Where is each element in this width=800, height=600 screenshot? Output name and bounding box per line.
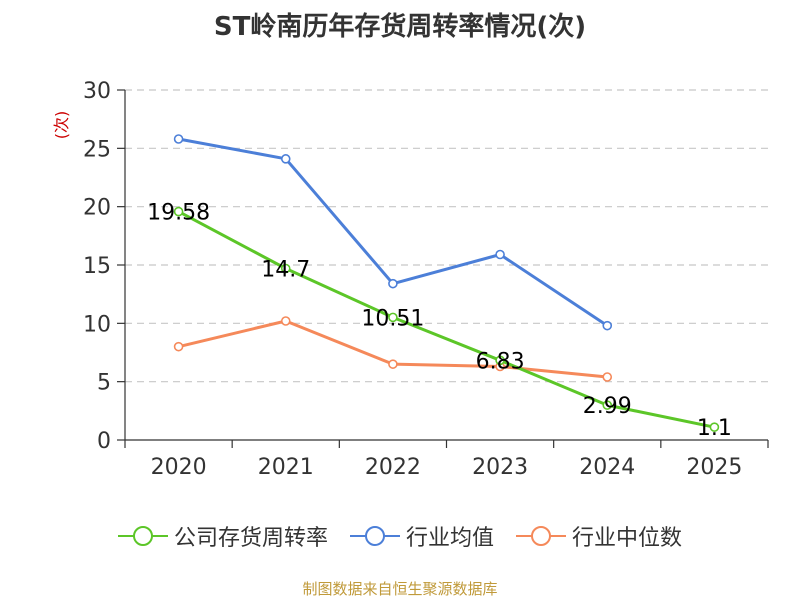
x-tick-label: 2025 (686, 455, 742, 480)
data-labels: 19.58 14.7 10.51 6.83 2.99 1.1 (147, 201, 732, 442)
legend: 公司存货周转率 行业均值 行业中位数 (0, 520, 800, 552)
data-point (602, 372, 613, 382)
x-tick-label: 2023 (472, 455, 528, 480)
series-line (177, 210, 715, 429)
data-label: 2.99 (583, 394, 632, 419)
data-label: 14.7 (261, 258, 310, 283)
data-label: 10.51 (361, 306, 424, 331)
legend-item-company[interactable]: 公司存货周转率 (117, 520, 328, 552)
y-tick-label: 5 (97, 371, 111, 396)
data-point (280, 154, 291, 164)
source-note: 制图数据来自恒生聚源数据库 (302, 580, 498, 598)
y-tick-label: 0 (97, 429, 111, 454)
chart-title: ST岭南历年存货周转率情况(次) (213, 12, 587, 42)
y-tick-label: 20 (83, 196, 111, 221)
data-point (495, 355, 505, 366)
legend-line-icon (117, 526, 168, 546)
data-point (602, 400, 613, 410)
data-label: 19.58 (147, 201, 210, 226)
data-point (709, 422, 720, 432)
data-point (280, 316, 291, 326)
legend-line-icon (349, 526, 400, 546)
data-point (173, 134, 184, 144)
data-point (173, 341, 184, 352)
y-tick-label: 25 (83, 137, 111, 162)
data-point (495, 249, 505, 260)
y-tick-label: 15 (83, 254, 111, 279)
series-line (178, 137, 609, 327)
y-axis-label: (次) (52, 111, 71, 140)
legend-line-icon (516, 526, 566, 546)
data-point (602, 320, 613, 331)
data-point (280, 263, 291, 274)
y-tick-label: 10 (83, 312, 111, 337)
legend-label: 公司存货周转率 (173, 526, 328, 551)
legend-label: 行业中位数 (572, 526, 683, 551)
data-label: 6.83 (476, 349, 525, 374)
x-tick-label: 2020 (151, 455, 207, 480)
data-point (173, 206, 184, 217)
data-label: 1.1 (697, 416, 732, 441)
x-tick-label: 2024 (579, 455, 635, 480)
legend-label: 行业均值 (405, 526, 494, 551)
series-lines (173, 134, 720, 432)
data-point (388, 312, 398, 323)
legend-item-industry-median[interactable]: 行业中位数 (516, 520, 682, 552)
legend-item-industry-mean[interactable]: 行业均值 (349, 520, 494, 552)
data-point (388, 278, 398, 289)
x-tick-label: 2021 (258, 455, 314, 480)
data-point (388, 359, 398, 369)
x-tick-label: 2022 (365, 455, 421, 480)
y-tick-label: 30 (83, 79, 111, 104)
